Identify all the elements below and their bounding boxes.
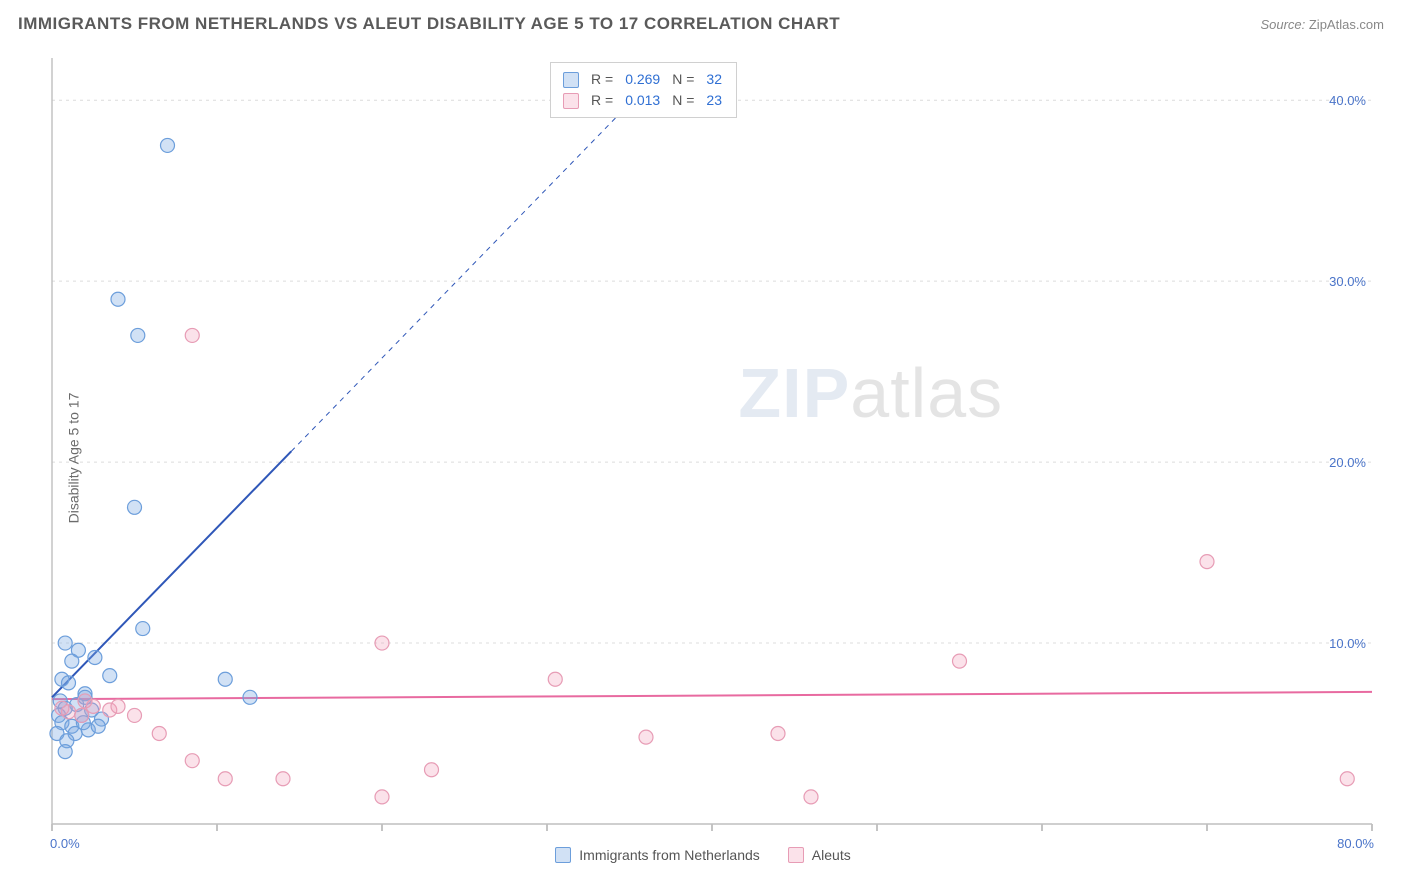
svg-text:20.0%: 20.0% bbox=[1329, 455, 1366, 470]
swatch-series-1-icon bbox=[563, 72, 579, 88]
swatch-series-2-icon bbox=[788, 847, 804, 863]
legend-item-2: Aleuts bbox=[788, 847, 851, 863]
r-label: R = bbox=[591, 69, 613, 90]
n-value-1: 32 bbox=[706, 69, 722, 90]
svg-text:10.0%: 10.0% bbox=[1329, 636, 1366, 651]
n-label: N = bbox=[672, 69, 694, 90]
legend-label-1: Immigrants from Netherlands bbox=[579, 847, 760, 863]
y-axis-title: Disability Age 5 to 17 bbox=[65, 393, 81, 524]
n-value-2: 23 bbox=[706, 90, 722, 111]
correlation-legend: R = 0.269 N = 32 R = 0.013 N = 23 bbox=[550, 62, 737, 118]
chart-area: Disability Age 5 to 17 10.0% 20.0% 30.0% 40… bbox=[0, 48, 1406, 868]
swatch-series-1-icon bbox=[555, 847, 571, 863]
swatch-series-2-icon bbox=[563, 93, 579, 109]
legend-label-2: Aleuts bbox=[812, 847, 851, 863]
r-value-2: 0.013 bbox=[625, 90, 660, 111]
r-label: R = bbox=[591, 90, 613, 111]
source-label: Source: bbox=[1260, 17, 1308, 32]
source-site: ZipAtlas.com bbox=[1309, 17, 1384, 32]
legend-item-1: Immigrants from Netherlands bbox=[555, 847, 760, 863]
legend-row-2: R = 0.013 N = 23 bbox=[563, 90, 722, 111]
svg-text:30.0%: 30.0% bbox=[1329, 274, 1366, 289]
page-title: IMMIGRANTS FROM NETHERLANDS VS ALEUT DIS… bbox=[18, 14, 840, 34]
legend-row-1: R = 0.269 N = 32 bbox=[563, 69, 722, 90]
bottom-legend: Immigrants from Netherlands Aleuts bbox=[0, 842, 1406, 868]
scatter-plot: 10.0%20.0%30.0%40.0%0.0%80.0% bbox=[0, 48, 1406, 868]
source-credit: Source: ZipAtlas.com bbox=[1260, 17, 1384, 32]
r-value-1: 0.269 bbox=[625, 69, 660, 90]
svg-text:40.0%: 40.0% bbox=[1329, 93, 1366, 108]
n-label: N = bbox=[672, 90, 694, 111]
